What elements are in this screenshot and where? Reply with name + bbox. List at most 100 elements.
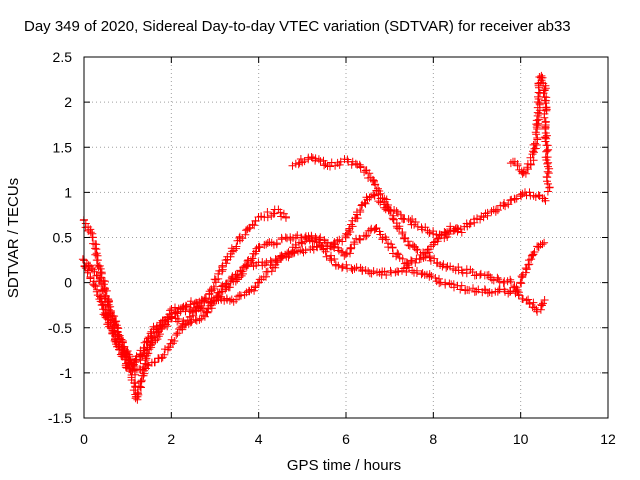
data-point: [341, 250, 350, 259]
data-point: [516, 278, 525, 287]
data-point: [181, 301, 190, 310]
data-point: [281, 212, 290, 221]
x-tick-label: 4: [255, 431, 263, 447]
data-point: [314, 155, 323, 164]
data-point: [97, 269, 106, 278]
data-point: [86, 228, 95, 237]
data-point: [277, 251, 286, 260]
y-tick-labels: -1.5 -1 -0.5 0 0.5 1 1.5 2 2.5: [48, 49, 72, 426]
data-point: [136, 377, 145, 386]
data-point: [217, 282, 226, 291]
data-point: [445, 279, 454, 288]
data-point: [399, 234, 408, 243]
data-point: [351, 159, 360, 168]
data-point: [545, 183, 554, 192]
data-point: [133, 389, 142, 398]
data-point: [369, 176, 378, 185]
data-point: [533, 135, 542, 144]
data-point: [97, 301, 106, 310]
data-point: [134, 382, 143, 391]
data-point: [163, 322, 172, 331]
data-point: [210, 297, 219, 306]
data-point: [376, 198, 385, 207]
data-point: [297, 238, 306, 247]
data-point: [540, 296, 549, 304]
y-tick-label: -1: [60, 365, 73, 381]
data-point: [260, 260, 269, 268]
data-point: [337, 247, 346, 256]
data-point: [380, 267, 389, 276]
data-point: [537, 76, 546, 85]
data-point: [413, 246, 422, 254]
data-point: [288, 161, 297, 170]
data-point: [382, 235, 391, 244]
data-point: [407, 257, 416, 266]
data-point: [342, 260, 351, 269]
data-point: [105, 322, 114, 331]
data-point: [242, 262, 251, 271]
data-point: [425, 270, 434, 279]
data-point: [465, 220, 474, 229]
data-point: [479, 213, 488, 222]
data-point: [394, 267, 403, 276]
data-point: [465, 286, 474, 295]
data-point: [307, 153, 316, 161]
data-point: [319, 245, 328, 254]
data-point: [368, 175, 377, 184]
data-point: [338, 237, 347, 246]
data-point: [83, 268, 92, 277]
data-point: [322, 252, 331, 261]
data-point: [544, 179, 552, 188]
data-point: [534, 119, 543, 128]
data-point: [361, 232, 370, 241]
data-point: [350, 264, 359, 273]
data-point: [335, 160, 344, 169]
data-point: [476, 269, 485, 278]
data-point: [524, 295, 533, 304]
data-point: [329, 242, 338, 251]
data-points: [78, 71, 554, 404]
data-point: [404, 261, 413, 270]
series-arc-6: [516, 238, 549, 288]
data-point: [350, 238, 359, 247]
series-arc-1: [79, 205, 290, 379]
data-point: [222, 259, 231, 268]
data-point: [513, 161, 522, 170]
data-point: [323, 238, 332, 247]
data-point: [525, 256, 533, 265]
data-point: [111, 334, 120, 343]
data-point: [271, 255, 280, 264]
data-point: [125, 364, 134, 373]
data-point: [540, 113, 549, 122]
data-point: [457, 281, 466, 290]
data-point: [241, 230, 250, 239]
data-point: [237, 291, 245, 300]
data-point: [371, 180, 380, 189]
data-point: [170, 337, 179, 345]
data-point: [382, 195, 391, 204]
data-point: [514, 290, 523, 299]
data-point: [139, 371, 148, 380]
data-point: [98, 286, 107, 295]
data-point: [517, 279, 526, 288]
x-tick-label: 12: [600, 431, 616, 447]
data-point: [370, 191, 379, 200]
data-point: [445, 227, 454, 236]
data-point: [315, 235, 324, 244]
data-point: [174, 315, 183, 323]
data-point: [542, 131, 551, 140]
data-point: [90, 267, 99, 276]
data-point: [539, 89, 548, 98]
data-point: [450, 283, 458, 292]
data-point: [197, 306, 205, 315]
data-point: [347, 220, 356, 229]
data-point: [328, 242, 337, 250]
data-point: [378, 194, 387, 202]
data-point: [348, 266, 357, 274]
data-point: [215, 288, 224, 297]
series-arc-5: [288, 153, 466, 262]
data-point: [370, 225, 379, 234]
data-point: [507, 277, 515, 286]
data-point: [398, 254, 407, 263]
data-point: [493, 206, 502, 215]
